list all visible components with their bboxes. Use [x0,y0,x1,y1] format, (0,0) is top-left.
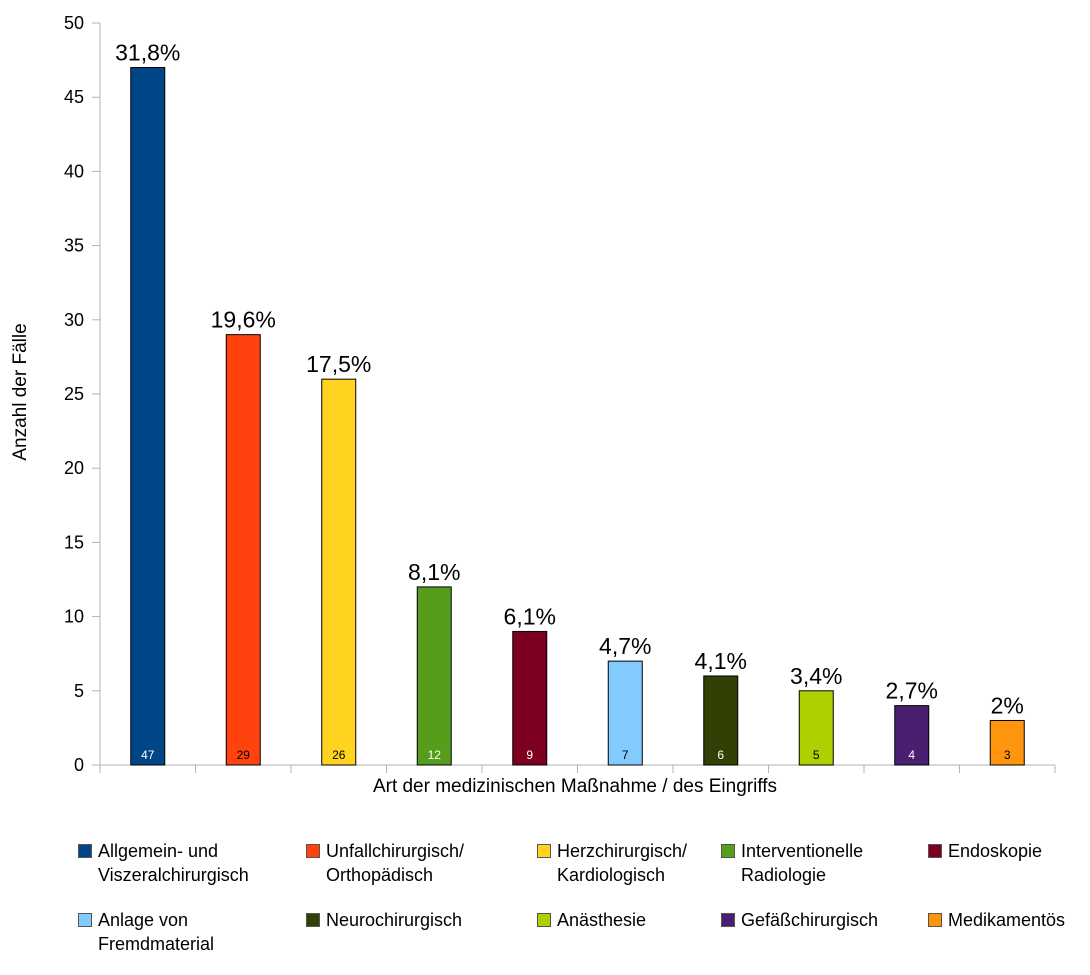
legend-swatch [537,913,551,927]
legend-label: Herzchirurgisch/ Kardiologisch [557,841,688,885]
bar [321,378,357,766]
bar-value-label: 6 [717,748,724,762]
legend-label: Endoskopie [948,841,1043,861]
bar-value-label: 9 [526,748,533,762]
y-tick-label: 40 [64,161,84,181]
bar-value-label: 26 [332,748,346,762]
legend-label: Neurochirurgisch [326,910,463,930]
legend-swatch [306,844,320,858]
bar-percent-label: 31,8% [115,40,180,66]
bar-percent-label: 4,1% [695,648,747,674]
y-tick-label: 20 [64,458,84,478]
bar [894,705,930,766]
bar [607,660,643,766]
bar-percent-label: 8,1% [408,559,460,585]
y-tick-label: 15 [64,532,84,552]
bar-value-label: 3 [1004,748,1011,762]
legend-swatch [928,913,942,927]
bar [703,675,739,766]
legend-label: Medikamentös [948,910,1066,930]
legend-swatch [721,913,735,927]
bar-value-label: 7 [622,748,629,762]
bar-value-label: 12 [428,748,442,762]
y-tick-label: 0 [74,755,84,775]
bar [225,334,261,766]
bar-percent-label: 3,4% [790,663,842,689]
bar-percent-label: 4,7% [599,633,651,659]
legend-label: Interventionelle Radiologie [741,841,864,885]
bar-percent-label: 2,7% [886,678,938,704]
bar [798,690,834,766]
legend-label: Anästhesie [557,910,647,930]
y-tick-label: 10 [64,607,84,627]
bar-percent-label: 19,6% [211,307,276,333]
legend-label: Anlage von Fremdmaterial [98,910,215,954]
y-tick-label: 30 [64,310,84,330]
y-axis-label: Anzahl der Fälle [10,323,31,460]
y-tick-label: 5 [74,681,84,701]
bar-value-label: 29 [237,748,251,762]
y-tick-label: 25 [64,384,84,404]
bar-value-label: 47 [141,748,155,762]
bar-value-label: 5 [813,748,820,762]
legend-swatch [721,844,735,858]
bar-percent-label: 6,1% [504,603,556,629]
y-axis: 0 5 10 15 20 25 30 35 40 45 50 [64,13,101,775]
bar [416,586,452,766]
legend-swatch [928,844,942,858]
legend-swatch [78,913,92,927]
legend-label: Allgemein- und Viszeralchirurgisch [98,841,249,885]
bar-value-label: 4 [908,748,915,762]
legend-swatch [306,913,320,927]
legend-label: Gefäßchirurgisch [741,910,879,930]
y-tick-label: 50 [64,13,84,33]
bar-percent-label: 17,5% [306,351,371,377]
bars: 47 31,8% 29 19,6% 26 17,5% 12 8,1% 9 6,1% 7 4,7% 6 4,… [115,40,1025,766]
bar [989,719,1025,766]
y-tick-label: 35 [64,236,84,256]
x-axis-label: Art der medizinischen Maßnahme / des Ein… [373,776,777,797]
legend-swatch [537,844,551,858]
x-axis [99,764,1056,773]
bar-percent-label: 2% [991,692,1024,718]
legend-label: Unfallchirurgisch/ Orthopädisch [326,841,465,885]
legend-swatch [78,844,92,858]
y-tick-label: 45 [64,87,84,107]
bar [512,630,548,766]
bar [130,67,166,766]
